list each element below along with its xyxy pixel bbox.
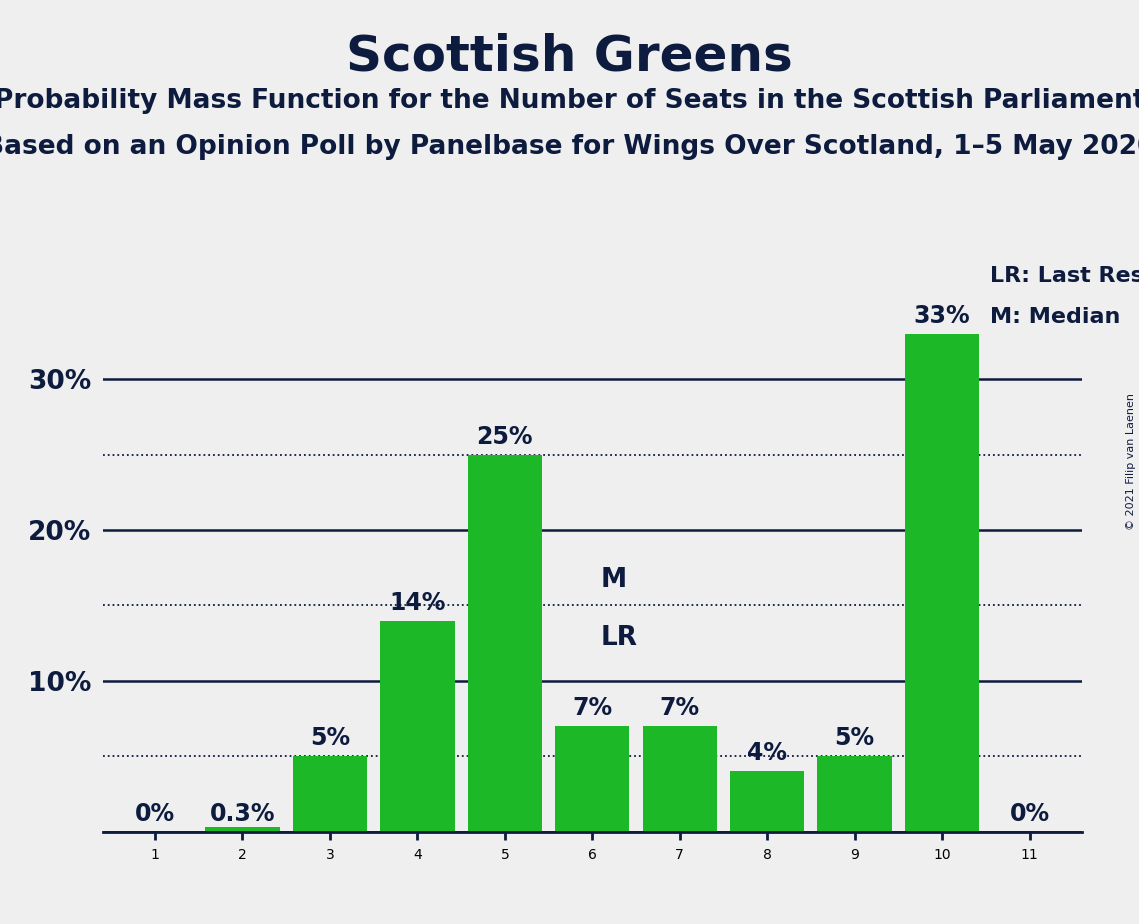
Text: 5%: 5% (835, 726, 875, 750)
Bar (730, 772, 804, 832)
Bar (818, 756, 892, 832)
Text: 14%: 14% (390, 590, 445, 614)
Text: 7%: 7% (572, 696, 613, 720)
Text: M: M (601, 567, 628, 593)
Text: LR: Last Result: LR: Last Result (990, 266, 1139, 286)
Text: 0%: 0% (1009, 801, 1050, 825)
Text: 33%: 33% (913, 304, 970, 328)
Text: © 2021 Filip van Laenen: © 2021 Filip van Laenen (1126, 394, 1136, 530)
Text: LR: LR (601, 625, 638, 650)
Bar (380, 621, 454, 832)
Bar (468, 455, 542, 832)
Bar (555, 726, 630, 832)
Text: Scottish Greens: Scottish Greens (346, 32, 793, 80)
Text: Probability Mass Function for the Number of Seats in the Scottish Parliament: Probability Mass Function for the Number… (0, 88, 1139, 114)
Text: 4%: 4% (747, 741, 787, 765)
Text: 0%: 0% (134, 801, 175, 825)
Text: 7%: 7% (659, 696, 699, 720)
Text: Based on an Opinion Poll by Panelbase for Wings Over Scotland, 1–5 May 2020: Based on an Opinion Poll by Panelbase fo… (0, 134, 1139, 160)
Bar (642, 726, 716, 832)
Text: 25%: 25% (476, 425, 533, 449)
Bar (205, 827, 279, 832)
Text: 0.3%: 0.3% (210, 801, 276, 825)
Bar (293, 756, 367, 832)
Text: M: Median: M: Median (990, 307, 1121, 327)
Bar (906, 334, 980, 832)
Text: 5%: 5% (310, 726, 350, 750)
